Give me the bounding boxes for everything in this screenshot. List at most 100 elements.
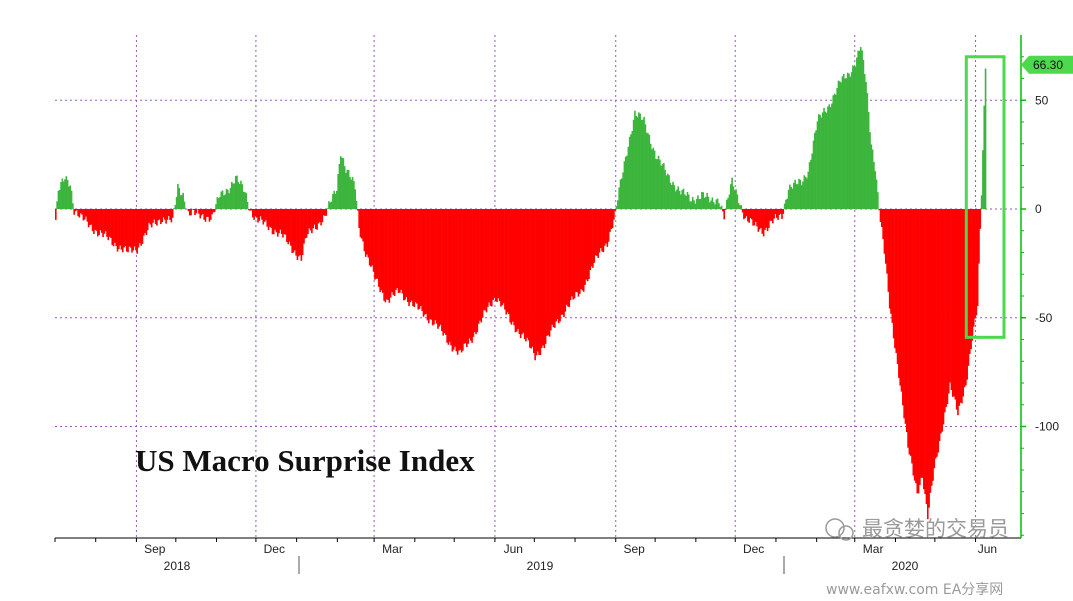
bar — [410, 209, 413, 301]
bar — [175, 196, 178, 209]
x-tick-label: Jun — [978, 542, 997, 556]
bar — [968, 209, 971, 354]
bar — [652, 147, 655, 209]
bar — [208, 209, 211, 222]
bar — [588, 209, 590, 279]
bar — [479, 209, 481, 321]
bar — [366, 209, 368, 255]
bar — [628, 136, 631, 209]
bar — [664, 170, 666, 209]
bar — [246, 201, 249, 209]
bar — [884, 209, 887, 264]
x-tick-label: Dec — [743, 542, 764, 556]
bar — [212, 209, 215, 213]
x-tick-marks — [54, 538, 977, 542]
bar — [438, 209, 441, 327]
bar — [463, 209, 466, 344]
bar — [617, 200, 619, 209]
bar — [982, 150, 984, 209]
bar — [276, 209, 279, 237]
bar — [446, 209, 448, 343]
bar — [170, 209, 173, 223]
bar — [686, 192, 689, 209]
bar — [944, 209, 946, 413]
bar — [807, 171, 810, 209]
bar — [928, 209, 930, 508]
bar — [580, 209, 582, 290]
bar — [795, 184, 798, 209]
bar — [362, 209, 364, 242]
bar — [504, 209, 506, 310]
bar — [145, 209, 148, 235]
bar — [530, 209, 532, 349]
bar — [422, 209, 425, 317]
bar — [357, 209, 359, 211]
watermark: 最贪婪的交易员 www.eafxw.com EA分享网 — [825, 517, 1009, 598]
bar — [754, 209, 757, 222]
bar — [500, 209, 502, 307]
bar — [262, 209, 265, 225]
bar — [403, 209, 405, 301]
bar — [405, 209, 408, 298]
bar — [154, 209, 157, 225]
bar — [752, 209, 754, 226]
bar — [899, 209, 901, 386]
bar — [535, 209, 538, 356]
bar — [98, 209, 100, 236]
bar — [488, 209, 490, 303]
bar — [336, 190, 338, 209]
bar — [778, 209, 781, 215]
bar — [782, 209, 785, 214]
bar — [607, 209, 610, 242]
bar — [120, 209, 123, 250]
bar — [462, 209, 464, 351]
bar — [406, 209, 409, 303]
y-tick-label: 50 — [1035, 93, 1049, 107]
bar — [542, 209, 544, 346]
bar — [846, 72, 849, 209]
bar — [945, 209, 947, 407]
bar — [162, 209, 165, 218]
bar — [169, 209, 171, 220]
bar — [585, 209, 588, 280]
bar — [191, 209, 194, 210]
bar — [61, 178, 64, 209]
bar — [733, 190, 736, 209]
bar — [550, 209, 552, 331]
bar — [691, 197, 694, 209]
bar — [947, 209, 950, 394]
bar — [955, 209, 958, 410]
bar — [476, 209, 479, 333]
bar — [95, 209, 98, 231]
bar — [360, 209, 363, 239]
bar — [783, 203, 786, 209]
bar — [455, 209, 458, 352]
bar — [90, 209, 93, 225]
bar — [624, 156, 627, 209]
bar — [836, 87, 838, 209]
bar — [485, 209, 488, 313]
bar — [878, 209, 880, 211]
bar — [104, 209, 107, 232]
bar — [303, 209, 305, 244]
bar — [233, 183, 236, 209]
bar — [412, 209, 414, 306]
bar — [388, 209, 391, 303]
bar — [594, 209, 597, 256]
bar — [91, 209, 94, 232]
bar — [779, 209, 782, 214]
bar — [898, 209, 900, 378]
bar — [140, 209, 142, 246]
bar — [522, 209, 525, 333]
bar — [912, 209, 915, 476]
bar — [513, 209, 515, 326]
last-value-label: 66.30 — [1033, 58, 1063, 72]
bar — [471, 209, 473, 343]
bar — [842, 73, 845, 209]
bar — [852, 65, 854, 209]
bar — [775, 209, 778, 218]
bar — [400, 209, 402, 290]
highlight-rect — [964, 55, 1006, 339]
bar — [808, 162, 811, 209]
bar — [643, 116, 645, 209]
